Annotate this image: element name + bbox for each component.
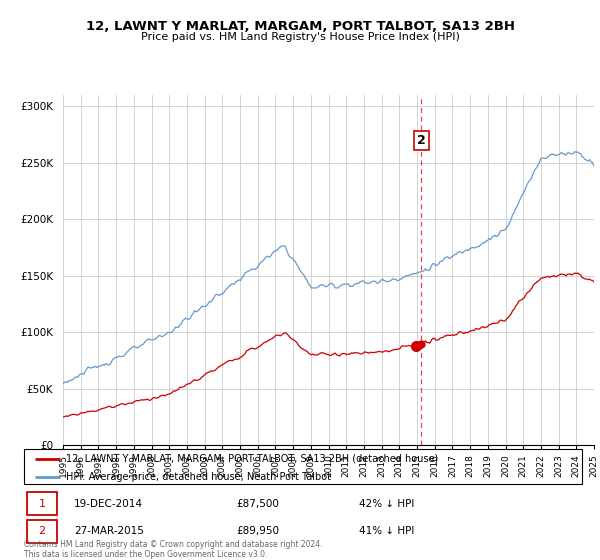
Text: £89,950: £89,950 [236, 526, 279, 536]
Text: 12, LAWNT Y MARLAT, MARGAM, PORT TALBOT, SA13 2BH: 12, LAWNT Y MARLAT, MARGAM, PORT TALBOT,… [86, 20, 515, 32]
FancyBboxPatch shape [27, 520, 58, 543]
Text: 1: 1 [38, 498, 46, 508]
Text: 2: 2 [417, 134, 425, 147]
Text: 2: 2 [38, 526, 46, 536]
Text: Contains HM Land Registry data © Crown copyright and database right 2024.
This d: Contains HM Land Registry data © Crown c… [24, 540, 323, 559]
Text: HPI: Average price, detached house, Neath Port Talbot: HPI: Average price, detached house, Neat… [66, 472, 331, 482]
Text: Price paid vs. HM Land Registry's House Price Index (HPI): Price paid vs. HM Land Registry's House … [140, 32, 460, 43]
FancyBboxPatch shape [27, 492, 58, 515]
Text: 41% ↓ HPI: 41% ↓ HPI [359, 526, 414, 536]
Text: £87,500: £87,500 [236, 498, 279, 508]
Text: 42% ↓ HPI: 42% ↓ HPI [359, 498, 414, 508]
Text: 27-MAR-2015: 27-MAR-2015 [74, 526, 144, 536]
Text: 19-DEC-2014: 19-DEC-2014 [74, 498, 143, 508]
Text: 12, LAWNT Y MARLAT, MARGAM, PORT TALBOT, SA13 2BH (detached house): 12, LAWNT Y MARLAT, MARGAM, PORT TALBOT,… [66, 454, 438, 464]
